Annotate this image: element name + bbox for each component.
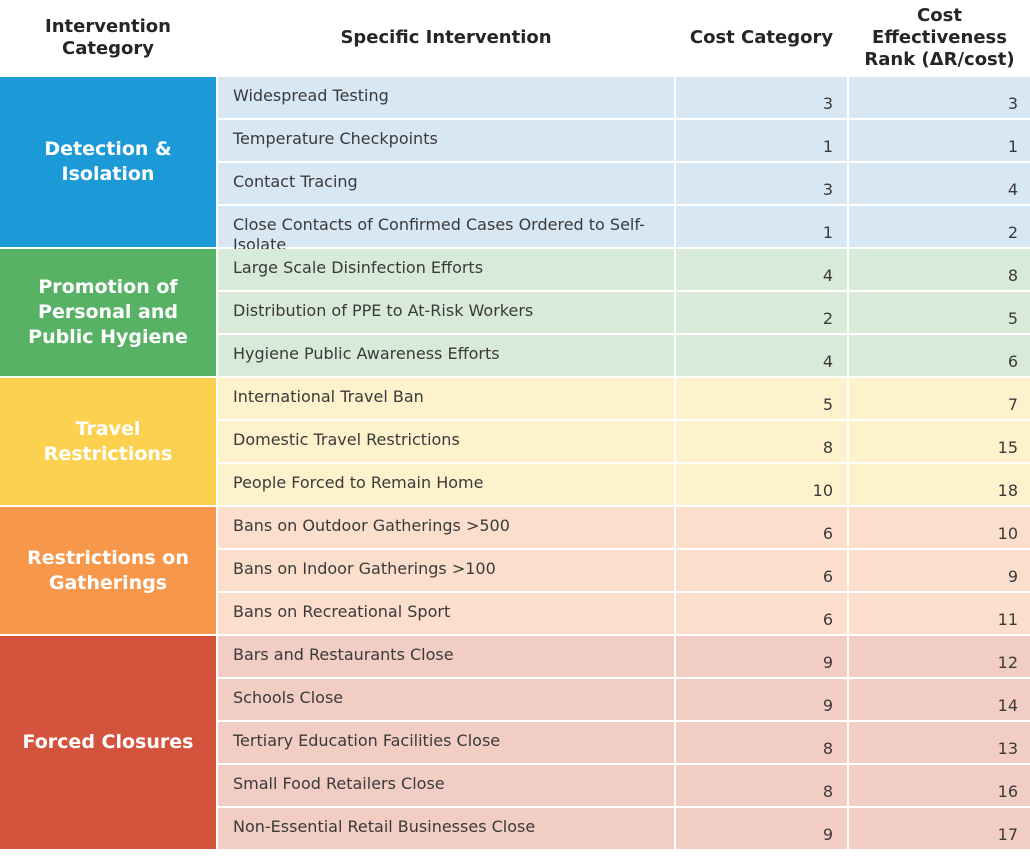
category-cell: Restrictions on Gatherings [0, 507, 216, 634]
intervention-cell: Bans on Indoor Gatherings >100 [218, 550, 674, 591]
intervention-cell: Tertiary Education Facilities Close [218, 722, 674, 763]
intervention-cell: Contact Tracing [218, 163, 674, 204]
intervention-cell: Non-Essential Retail Businesses Close [218, 808, 674, 849]
rank-cell: 3 [849, 77, 1030, 118]
intervention-cell: Widespread Testing [218, 77, 674, 118]
cost-category-cell: 9 [676, 679, 847, 720]
rank-cell: 10 [849, 507, 1030, 548]
intervention-cell: Temperature Checkpoints [218, 120, 674, 161]
cost-category-cell: 6 [676, 593, 847, 634]
rank-cell: 18 [849, 464, 1030, 505]
rank-cell: 12 [849, 636, 1030, 677]
rank-cell: 13 [849, 722, 1030, 763]
cost-category-cell: 8 [676, 421, 847, 462]
cost-category-cell: 2 [676, 292, 847, 333]
cost-category-cell: 8 [676, 722, 847, 763]
cost-category-cell: 10 [676, 464, 847, 505]
intervention-cell: Bans on Recreational Sport [218, 593, 674, 634]
intervention-cell: Close Contacts of Confirmed Cases Ordere… [218, 206, 674, 254]
cost-category-cell: 8 [676, 765, 847, 806]
intervention-cell: Large Scale Disinfection Efforts [218, 249, 674, 290]
cost-category-cell: 1 [676, 120, 847, 161]
rank-cell: 16 [849, 765, 1030, 806]
intervention-cell: International Travel Ban [218, 378, 674, 419]
rank-cell: 9 [849, 550, 1030, 591]
cost-category-cell: 5 [676, 378, 847, 419]
intervention-cell: Schools Close [218, 679, 674, 720]
header-cost-category: Cost Category [689, 27, 834, 48]
cost-category-cell: 9 [676, 636, 847, 677]
rank-cell: 11 [849, 593, 1030, 634]
rank-cell: 7 [849, 378, 1030, 419]
category-cell: Travel Restrictions [0, 378, 216, 505]
cost-category-cell: 6 [676, 507, 847, 548]
intervention-cell: Bans on Outdoor Gatherings >500 [218, 507, 674, 548]
intervention-cell: People Forced to Remain Home [218, 464, 674, 505]
cost-category-cell: 4 [676, 249, 847, 290]
cost-category-cell: 4 [676, 335, 847, 376]
rank-cell: 2 [849, 206, 1030, 247]
header-specific-intervention: Specific Intervention [340, 27, 552, 48]
rank-cell: 17 [849, 808, 1030, 849]
cost-category-cell: 3 [676, 163, 847, 204]
rank-cell: 14 [849, 679, 1030, 720]
rank-cell: 8 [849, 249, 1030, 290]
category-cell: Forced Closures [0, 636, 216, 849]
intervention-cell: Small Food Retailers Close [218, 765, 674, 806]
rank-cell: 5 [849, 292, 1030, 333]
rank-cell: 15 [849, 421, 1030, 462]
cost-category-cell: 1 [676, 206, 847, 247]
category-cell: Promotion of Personal and Public Hygiene [0, 249, 216, 376]
rank-cell: 1 [849, 120, 1030, 161]
rank-cell: 4 [849, 163, 1030, 204]
intervention-cell: Bars and Restaurants Close [218, 636, 674, 677]
header-intervention-category: Intervention Category [45, 16, 171, 59]
intervention-cell: Domestic Travel Restrictions [218, 421, 674, 462]
header-rank: Cost Effectiveness Rank (ΔR/cost) [864, 5, 1015, 70]
category-cell: Detection & Isolation [0, 77, 216, 247]
cost-category-cell: 9 [676, 808, 847, 849]
intervention-cell: Distribution of PPE to At-Risk Workers [218, 292, 674, 333]
cost-category-cell: 6 [676, 550, 847, 591]
rank-cell: 6 [849, 335, 1030, 376]
cost-category-cell: 3 [676, 77, 847, 118]
intervention-cell: Hygiene Public Awareness Efforts [218, 335, 674, 376]
